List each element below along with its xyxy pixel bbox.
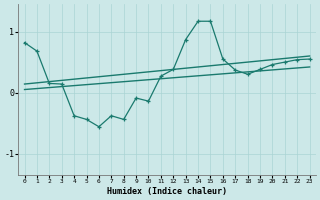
X-axis label: Humidex (Indice chaleur): Humidex (Indice chaleur)	[107, 187, 227, 196]
